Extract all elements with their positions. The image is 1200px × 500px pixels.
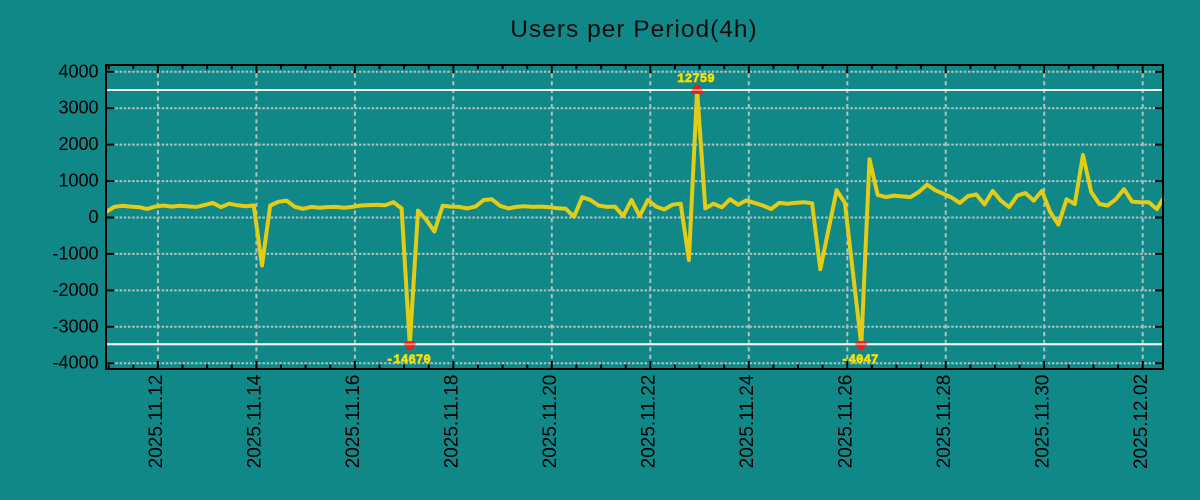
svg-text:Users per Period(4h): Users per Period(4h) — [510, 16, 757, 43]
svg-text:2025.11.18: 2025.11.18 — [442, 375, 463, 469]
svg-text:2025.12.02: 2025.12.02 — [1131, 374, 1152, 469]
svg-text:2000: 2000 — [58, 134, 98, 154]
svg-text:2025.11.16: 2025.11.16 — [343, 375, 364, 469]
svg-text:12759: 12759 — [677, 72, 715, 86]
svg-text:-3000: -3000 — [52, 316, 98, 336]
svg-text:2025.11.26: 2025.11.26 — [836, 375, 857, 469]
svg-text:-14670: -14670 — [386, 353, 431, 367]
svg-text:-2000: -2000 — [52, 280, 98, 300]
svg-text:0: 0 — [88, 207, 98, 227]
svg-text:2025.11.24: 2025.11.24 — [737, 374, 758, 468]
svg-text:-4000: -4000 — [52, 353, 98, 373]
svg-text:1000: 1000 — [58, 171, 98, 191]
svg-text:2025.11.22: 2025.11.22 — [639, 375, 660, 469]
svg-text:2025.11.30: 2025.11.30 — [1032, 375, 1053, 469]
svg-text:2025.11.20: 2025.11.20 — [540, 375, 561, 469]
svg-text:4000: 4000 — [58, 61, 98, 81]
svg-text:2025.11.12: 2025.11.12 — [146, 375, 167, 469]
svg-text:2025.11.28: 2025.11.28 — [934, 375, 955, 469]
svg-text:-1000: -1000 — [52, 243, 98, 263]
svg-text:-4047: -4047 — [841, 353, 879, 367]
svg-text:2025.11.14: 2025.11.14 — [245, 374, 266, 468]
svg-text:3000: 3000 — [58, 98, 98, 118]
